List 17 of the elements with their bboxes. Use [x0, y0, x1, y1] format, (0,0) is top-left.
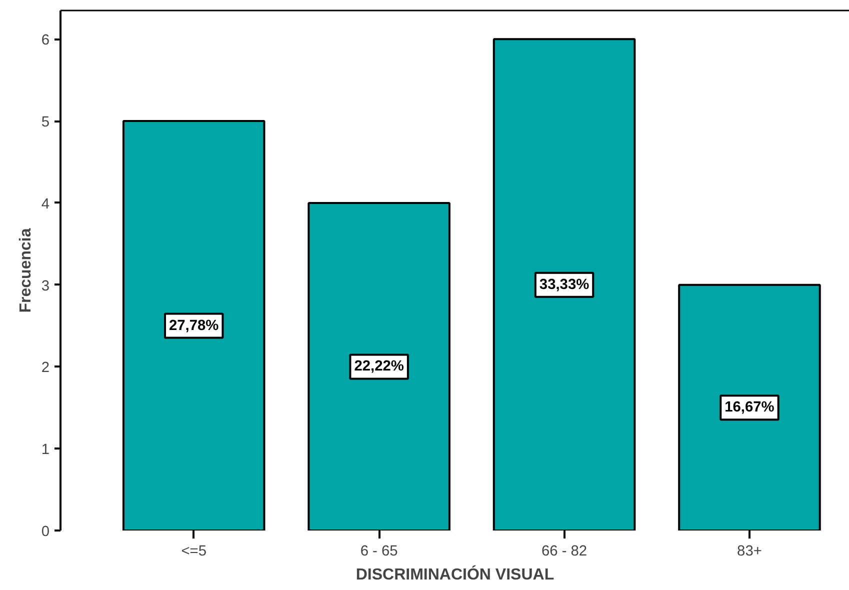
x-tick-label: 6 - 65 [360, 544, 398, 560]
y-tick-label: 6 [41, 32, 50, 49]
x-axis-title: DISCRIMINACIÓN VISUAL [356, 564, 554, 584]
y-tick-label: 0 [41, 524, 50, 540]
annotation: 27,78% [169, 318, 219, 334]
y-tick-label: 5 [41, 114, 50, 131]
x-tick-label: 83+ [737, 544, 762, 560]
y-tick-label: 1 [41, 442, 50, 458]
annotation: 16,67% [724, 400, 774, 416]
x-tick-label: 66 - 82 [541, 544, 588, 560]
annotation: 22,22% [354, 358, 404, 375]
y-tick-label: 2 [41, 360, 50, 376]
y-tick-label: 4 [41, 196, 50, 212]
x-tick-label: <=5 [181, 544, 206, 560]
annotation: 33,33% [539, 276, 590, 293]
y-tick-label: 3 [41, 278, 50, 294]
y-axis-title: Frecuencia [17, 228, 34, 313]
